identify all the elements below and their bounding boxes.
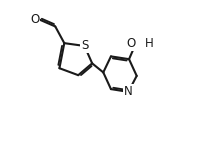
- Text: O: O: [30, 13, 39, 26]
- Text: N: N: [123, 85, 132, 98]
- Text: H: H: [144, 37, 153, 50]
- Text: O: O: [126, 37, 135, 50]
- Text: S: S: [80, 39, 88, 52]
- Text: H: H: [144, 37, 153, 50]
